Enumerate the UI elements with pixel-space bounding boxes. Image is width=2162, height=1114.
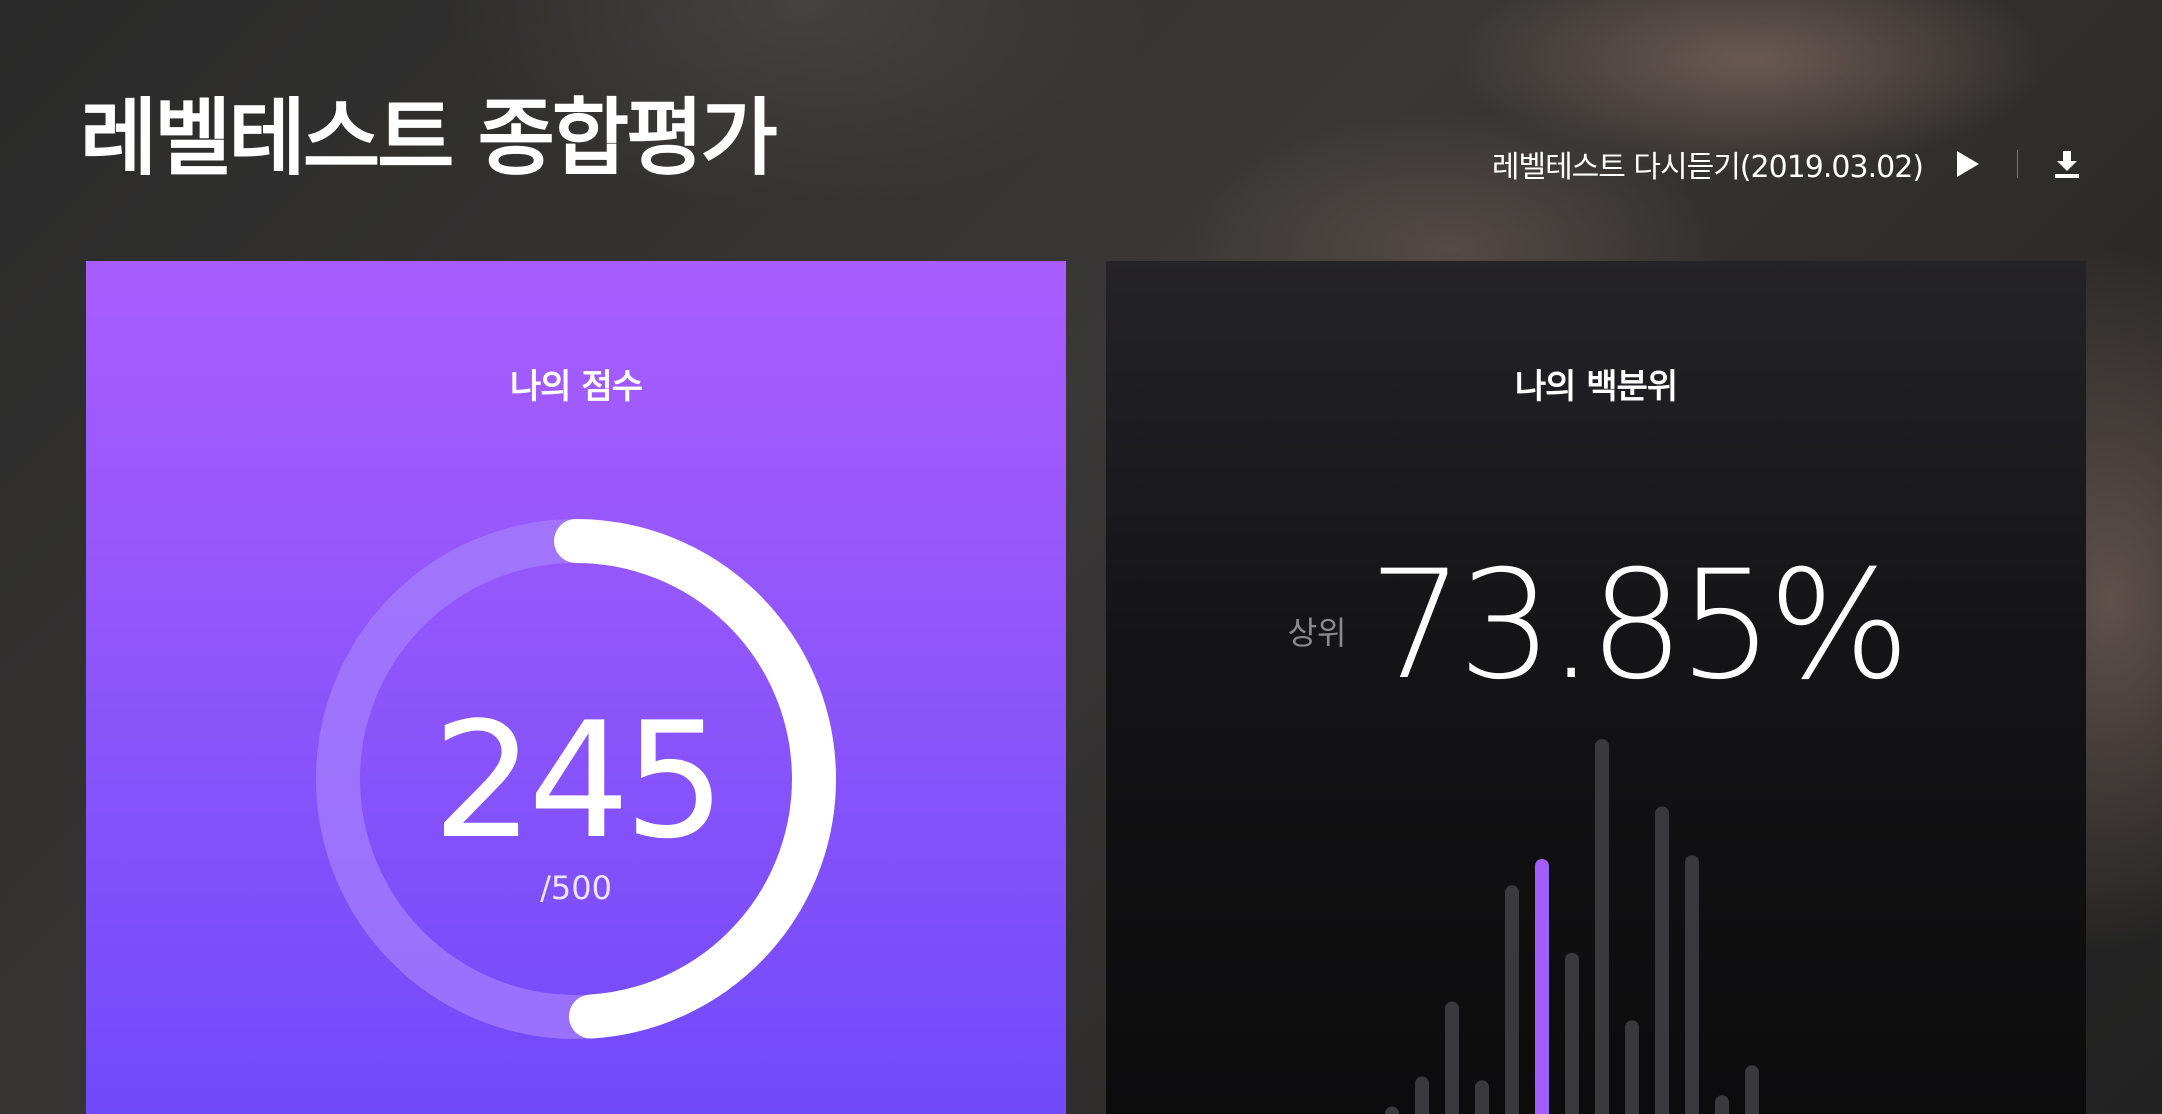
download-button[interactable] [2050, 147, 2084, 181]
score-card: 나의 점수 245 /500 [86, 261, 1066, 1114]
score-distribution-histogram [1385, 739, 1759, 1114]
score-gauge [316, 519, 836, 1039]
histogram-bar [1685, 855, 1699, 1114]
rank-row: 상위 73.85% [1106, 551, 2086, 701]
histogram-bar [1655, 806, 1669, 1114]
rank-value: 73.85% [1368, 539, 1910, 713]
score-value: 245 [432, 687, 725, 874]
percentile-card-title: 나의 백분위 [1514, 367, 1678, 407]
relisten-controls: 레벨테스트 다시듣기(2019.03.02) [1492, 142, 2084, 186]
divider [2017, 150, 2018, 178]
histogram-bar [1625, 1020, 1639, 1114]
percentile-card: 나의 백분위 상위 73.85% [1106, 261, 2086, 1114]
histogram-bar [1415, 1076, 1429, 1114]
score-total: /500 [540, 869, 612, 907]
relisten-label: 레벨테스트 다시듣기(2019.03.02) [1491, 150, 1924, 185]
histogram-bar [1505, 885, 1519, 1114]
download-icon [2055, 151, 2079, 178]
gauge-arc [554, 519, 836, 1039]
histogram-bar [1715, 1095, 1729, 1114]
histogram-bar [1445, 1001, 1459, 1114]
histogram-bar [1385, 1106, 1399, 1114]
rank-prefix: 상위 [1287, 614, 1347, 652]
play-icon [1957, 151, 1979, 177]
histogram-bar [1565, 952, 1579, 1114]
histogram-bar [1475, 1080, 1489, 1114]
page-title: 레벨테스트 종합평가 [80, 89, 778, 187]
histogram-bar-mine [1535, 859, 1549, 1114]
histogram-bar [1595, 739, 1609, 1114]
histogram-bar [1745, 1065, 1759, 1114]
score-card-title: 나의 점수 [510, 367, 643, 407]
play-button[interactable] [1951, 147, 1985, 181]
